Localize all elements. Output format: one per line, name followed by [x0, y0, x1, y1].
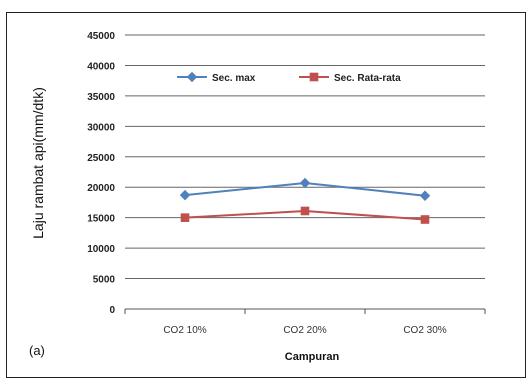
x-tick-label: CO2 10%	[163, 325, 206, 336]
y-tick-label: 0	[109, 305, 115, 316]
data-point	[299, 177, 311, 189]
y-tick-labels: 0 5000 10000 15000 20000 25000 30000 35000 40000…	[87, 31, 115, 316]
series	[179, 177, 431, 224]
line-chart: 0 5000 10000 15000 20000 25000 30000 35000 40000…	[29, 31, 486, 363]
series-0	[179, 177, 431, 201]
gridlines	[125, 34, 485, 280]
x-tick-label: CO2 30%	[403, 325, 446, 336]
legend-item: Sec. max	[177, 71, 256, 84]
cropped-caption-strip	[0, 0, 530, 8]
x-tick-label: CO2 20%	[283, 325, 326, 336]
panel-label: (a)	[29, 343, 45, 358]
data-point	[300, 206, 310, 216]
y-tick-label: 5000	[93, 275, 116, 286]
legend: Sec. max Sec. Rata-rata	[177, 71, 401, 84]
legend-label: Sec. Rata-rata	[334, 73, 401, 84]
y-tick-label: 25000	[87, 153, 115, 164]
legend-marker	[186, 71, 198, 83]
data-point	[179, 189, 191, 201]
x-axis-title: Campuran	[285, 351, 340, 363]
legend-item: Sec. Rata-rata	[299, 72, 401, 84]
y-tick-label: 35000	[87, 92, 115, 103]
axes	[124, 308, 486, 314]
y-tick-label: 45000	[87, 31, 115, 42]
y-tick-label: 40000	[87, 61, 115, 72]
data-point	[180, 213, 190, 222]
y-tick-label: 30000	[87, 122, 115, 133]
data-point	[420, 215, 430, 224]
y-tick-label: 15000	[87, 214, 115, 225]
y-axis-title: Laju rambat api(mm/dtk)	[30, 87, 46, 239]
y-tick-label: 10000	[87, 244, 115, 255]
legend-marker	[309, 72, 319, 82]
chart-frame: 0 5000 10000 15000 20000 25000 30000 35000 40000…	[6, 12, 526, 378]
y-tick-label: 20000	[87, 183, 115, 194]
legend-label: Sec. max	[212, 73, 256, 84]
x-tick-labels: CO2 10% CO2 20% CO2 30%	[163, 325, 446, 336]
series-1	[180, 206, 430, 224]
data-point	[419, 190, 431, 201]
